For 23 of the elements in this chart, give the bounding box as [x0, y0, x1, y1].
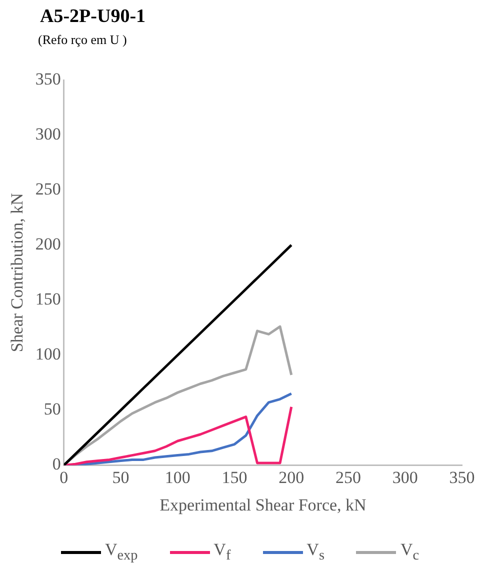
legend-label: V$_{f}$: [214, 540, 231, 564]
x-tick-label: 100: [164, 468, 190, 487]
legend-label: V$_{exp}$: [104, 540, 138, 564]
x-tick-label: 300: [392, 468, 418, 487]
legend-label: V$_{c}$: [400, 540, 420, 564]
y-tick-label: 300: [35, 124, 61, 144]
y-tick-label: 350: [35, 69, 61, 88]
y-tick-label: 150: [35, 290, 61, 309]
y-tick-label: 0: [52, 454, 61, 474]
x-tick-label: 250: [336, 468, 362, 487]
x-tick-label: 350: [449, 468, 475, 487]
y-tick-label: 50: [44, 400, 61, 419]
x-tick-label: 200: [278, 468, 304, 487]
chart-subtitle: (Refo rço em U ): [38, 32, 127, 48]
y-tick-label: 100: [35, 344, 61, 364]
x-tick-label: 150: [222, 468, 248, 487]
y-axis-title: Shear Contribution, kN: [8, 193, 27, 352]
chart-title: A5-2P-U90-1: [40, 6, 146, 28]
y-tick-label: 250: [35, 180, 61, 199]
x-tick-label: 50: [112, 468, 130, 487]
x-axis-title: Experimental Shear Force, kN: [160, 495, 366, 514]
legend-label: V$_{s}$: [306, 540, 324, 564]
y-tick-label: 200: [35, 234, 61, 254]
